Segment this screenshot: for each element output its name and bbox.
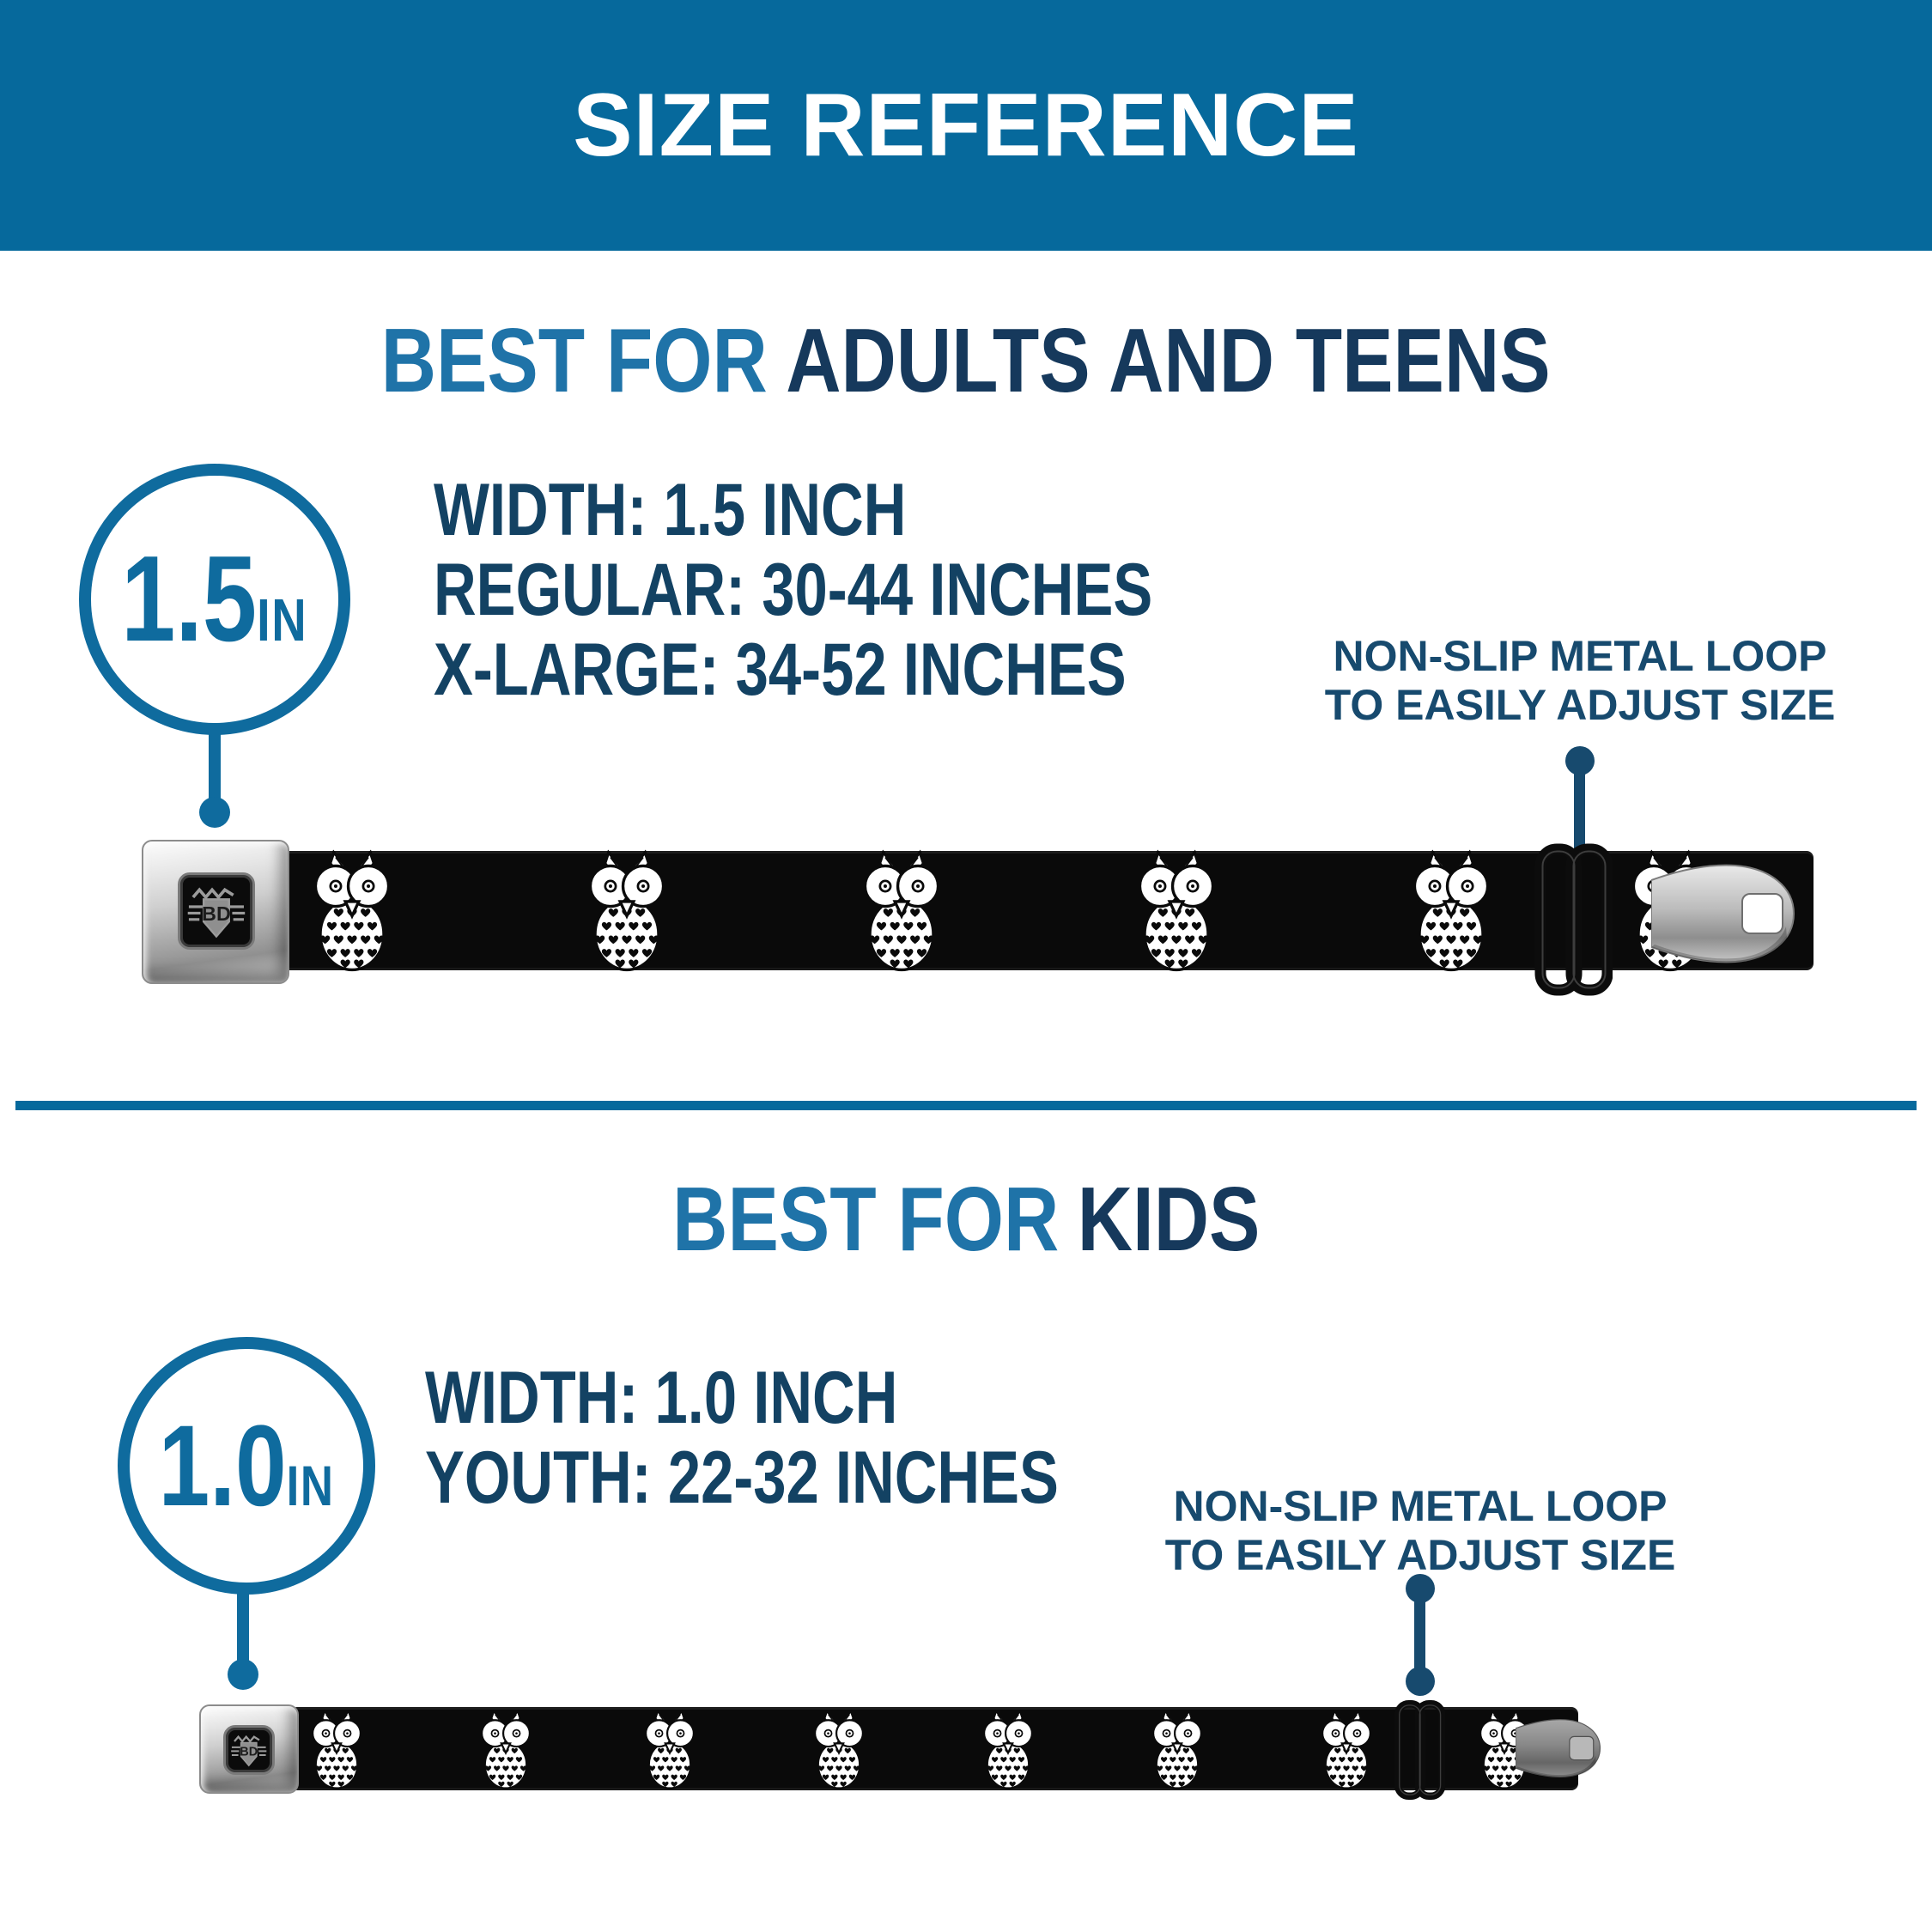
badge-pointer-line: [209, 731, 221, 810]
seatbelt-buckle: [199, 1704, 299, 1794]
callout-line: TO EASILY ADJUST SIZE: [1164, 1531, 1676, 1579]
header-banner: SIZE REFERENCE: [0, 0, 1932, 251]
callout-line: NON-SLIP METAL LOOP: [1333, 632, 1827, 680]
badge-pointer-line: [237, 1591, 249, 1667]
width-badge-1-0in: 1.0 IN: [118, 1337, 375, 1595]
owl-graphic: [1315, 1709, 1378, 1789]
spec-line: YOUTH: 22-32 INCHES: [425, 1437, 1059, 1519]
owl-graphic: [474, 1709, 538, 1789]
belt-strap: [272, 851, 1814, 970]
kids-belt-image: [199, 1703, 1607, 1801]
spec-line: WIDTH: 1.0 INCH: [425, 1357, 898, 1439]
spec-line: X-LARGE: 34-52 INCHES: [434, 629, 1127, 711]
spec-list-adults: WIDTH: 1.5 INCH REGULAR: 30-44 INCHES X-…: [434, 471, 1152, 710]
belt-end-tab: [1516, 1708, 1603, 1789]
buckle-screen: [223, 1725, 275, 1775]
badge-value: 1.0: [158, 1401, 287, 1530]
owl-graphic: [305, 1709, 368, 1789]
belt-end-tab: [1651, 861, 1799, 966]
badge-pointer-dot: [228, 1659, 258, 1690]
page-title: SIZE REFERENCE: [573, 75, 1359, 175]
heading-rest-text: KIDS: [1077, 1169, 1261, 1270]
buckle-screen: [178, 872, 255, 950]
owl-graphic: [976, 1709, 1040, 1789]
width-badge-1-5in: 1.5 IN: [79, 464, 350, 735]
owl-graphic: [1403, 848, 1499, 972]
metal-loop: [1534, 842, 1613, 997]
bd-logo: [228, 1730, 270, 1770]
heading-accent-text: BEST FOR: [671, 1169, 1060, 1270]
section-divider: [15, 1101, 1917, 1110]
callout-pointer-line: [1414, 1587, 1425, 1681]
owl-graphic: [638, 1709, 702, 1789]
badge-pointer-dot: [199, 797, 230, 828]
owl-graphic: [1128, 848, 1224, 972]
owl-graphic: [1145, 1709, 1209, 1789]
section-heading-kids: BEST FOR KIDS: [0, 1168, 1932, 1272]
owl-graphic: [304, 848, 400, 972]
badge-unit: IN: [257, 586, 308, 653]
metal-loop: [1383, 1699, 1455, 1801]
bd-logo: [185, 879, 248, 943]
callout-line: TO EASILY ADJUST SIZE: [1324, 681, 1836, 729]
seatbelt-buckle: [142, 840, 289, 984]
heading-accent-text: BEST FOR: [381, 310, 769, 411]
owl-graphic: [854, 848, 950, 972]
badge-unit: IN: [286, 1453, 335, 1517]
badge-value: 1.5: [121, 531, 258, 667]
metal-loop-callout-kids: NON-SLIP METAL LOOP TO EASILY ADJUST SIZ…: [1085, 1482, 1755, 1580]
owl-graphic: [807, 1709, 871, 1789]
heading-rest-text: ADULTS AND TEENS: [786, 310, 1551, 411]
callout-pointer-dot: [1406, 1667, 1435, 1696]
callout-pointer-line: [1574, 759, 1585, 864]
metal-loop-callout-adults: NON-SLIP METAL LOOP TO EASILY ADJUST SIZ…: [1245, 632, 1915, 730]
spec-list-kids: WIDTH: 1.0 INCH YOUTH: 22-32 INCHES: [425, 1358, 1059, 1518]
callout-line: NON-SLIP METAL LOOP: [1173, 1482, 1668, 1530]
spec-line: REGULAR: 30-44 INCHES: [434, 549, 1153, 631]
owl-graphic: [579, 848, 675, 972]
spec-line: WIDTH: 1.5 INCH: [434, 469, 907, 551]
section-heading-adults: BEST FOR ADULTS AND TEENS: [0, 309, 1932, 413]
adult-belt-image: [142, 840, 1814, 999]
